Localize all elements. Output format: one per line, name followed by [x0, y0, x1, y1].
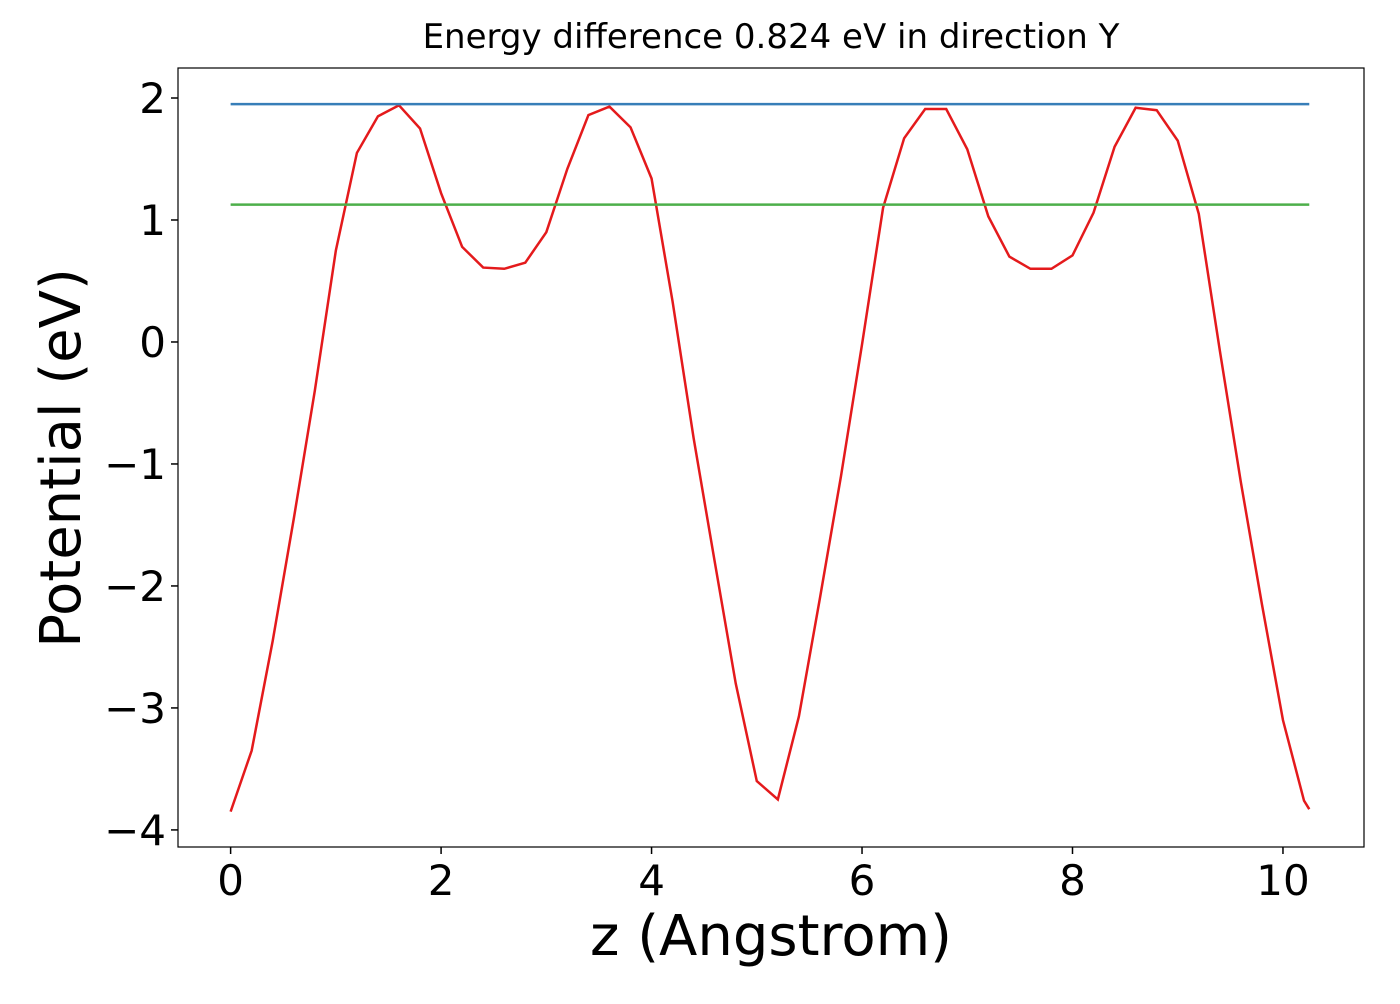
y-tick-label: −1	[104, 440, 166, 489]
y-axis-label: Potential (eV)	[29, 268, 94, 648]
y-tick-label: −4	[104, 806, 166, 855]
y-tick-label: 0	[139, 318, 166, 367]
x-tick-label: 8	[1059, 856, 1086, 905]
x-tick-label: 2	[428, 856, 455, 905]
y-tick-label: 2	[139, 74, 166, 123]
x-axis-label: z (Angstrom)	[590, 904, 952, 969]
plot-frame	[177, 67, 1365, 848]
y-tick-label: −2	[104, 562, 166, 611]
x-tick-label: 4	[638, 856, 665, 905]
x-tick-label: 0	[217, 856, 244, 905]
x-tick-label: 10	[1256, 856, 1309, 905]
line	[229, 103, 1311, 813]
y-tick-label: 1	[139, 196, 166, 245]
y-tick-label: −3	[104, 684, 166, 733]
chart-title: Energy difference 0.824 eV in direction …	[423, 17, 1120, 57]
x-tick-label: 6	[849, 856, 876, 905]
